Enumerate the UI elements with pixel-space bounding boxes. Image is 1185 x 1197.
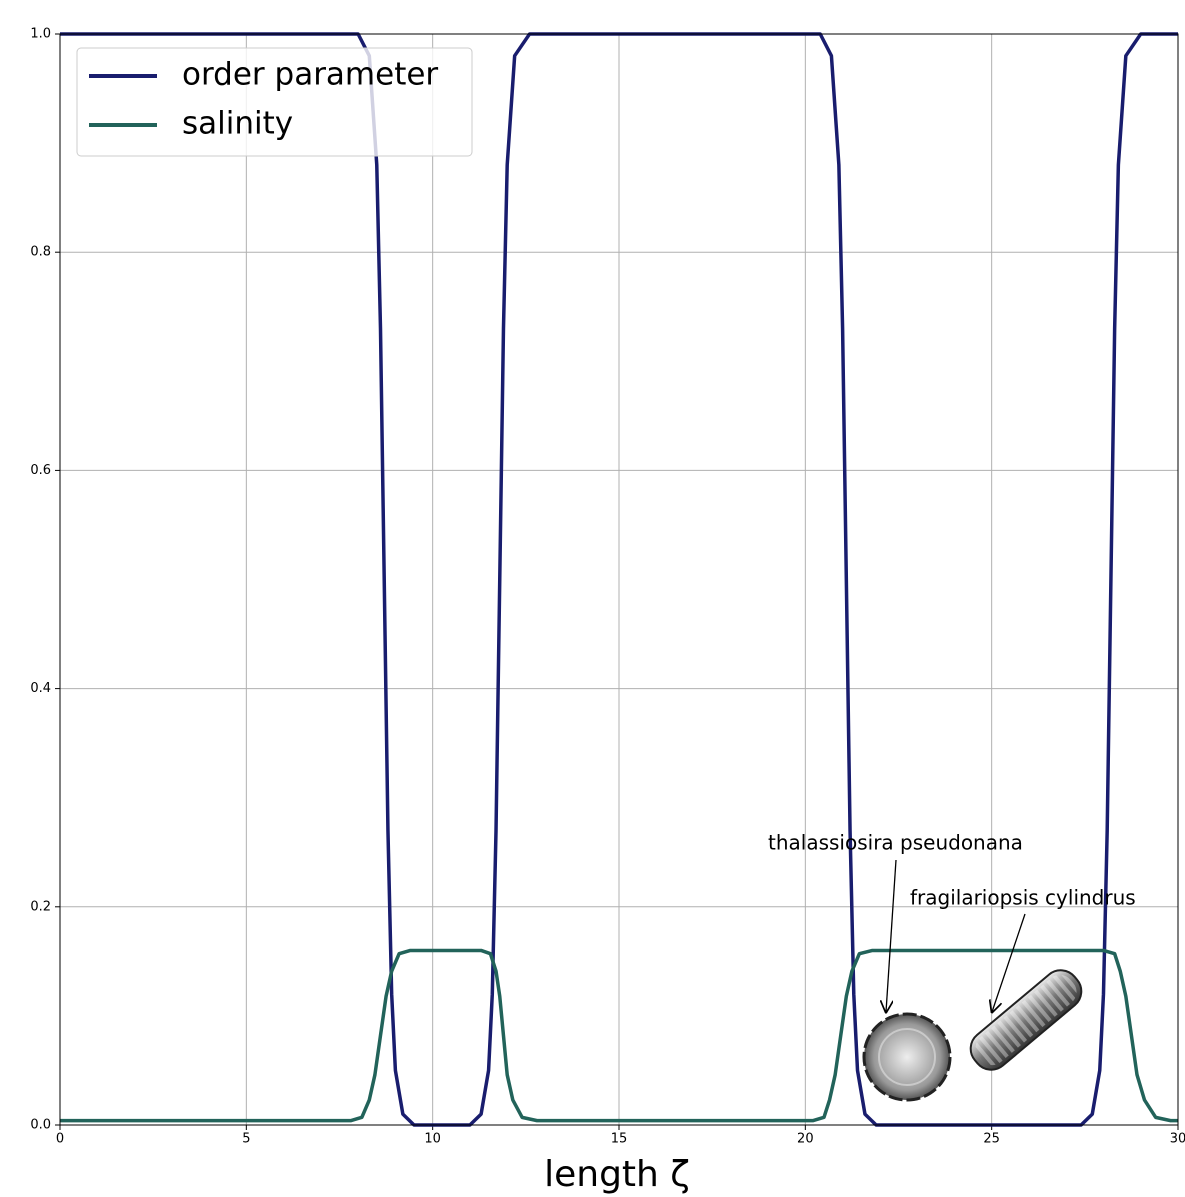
y-tick-label: 0.4	[30, 681, 51, 696]
legend-label: order parameter	[182, 57, 438, 93]
legend: order parameter salinity	[76, 47, 473, 157]
grid: 0 5 10 15 20 25 30 0.0 0.2 0.4 0.6 0.8 1.0	[30, 27, 1185, 1147]
y-tick-label: 0.8	[30, 245, 51, 260]
diatom-images	[862, 969, 1083, 1102]
annotation-arrow	[886, 859, 897, 1012]
annotation-arrow	[992, 913, 1026, 1012]
y-tick-label: 0.2	[30, 899, 51, 914]
x-tick-label: 10	[424, 1132, 441, 1147]
x-tick-label: 5	[242, 1132, 250, 1147]
x-tick-label: 30	[1170, 1132, 1185, 1147]
y-tick-label: 1.0	[30, 27, 51, 42]
diatom-disc	[862, 1012, 952, 1102]
legend-box	[76, 47, 473, 157]
diatom-rod	[969, 969, 1083, 1071]
x-tick-label: 25	[983, 1132, 1000, 1147]
diatom-disc-ring	[878, 1028, 936, 1086]
y-tick-label: 0.6	[30, 463, 51, 478]
annotation: thalassiosira pseudonana	[768, 831, 1023, 855]
x-axis-label: length ζ	[544, 1154, 690, 1195]
series-line	[60, 948, 1178, 1123]
annotation: fragilariopsis cylindrus	[910, 886, 1136, 910]
y-tick-label: 0.0	[30, 1118, 51, 1133]
x-tick-label: 20	[797, 1132, 814, 1147]
x-tick-label: 0	[56, 1132, 64, 1147]
x-tick-label: 15	[611, 1132, 628, 1147]
plot-frame	[59, 33, 1179, 1126]
legend-label: salinity	[182, 106, 293, 142]
